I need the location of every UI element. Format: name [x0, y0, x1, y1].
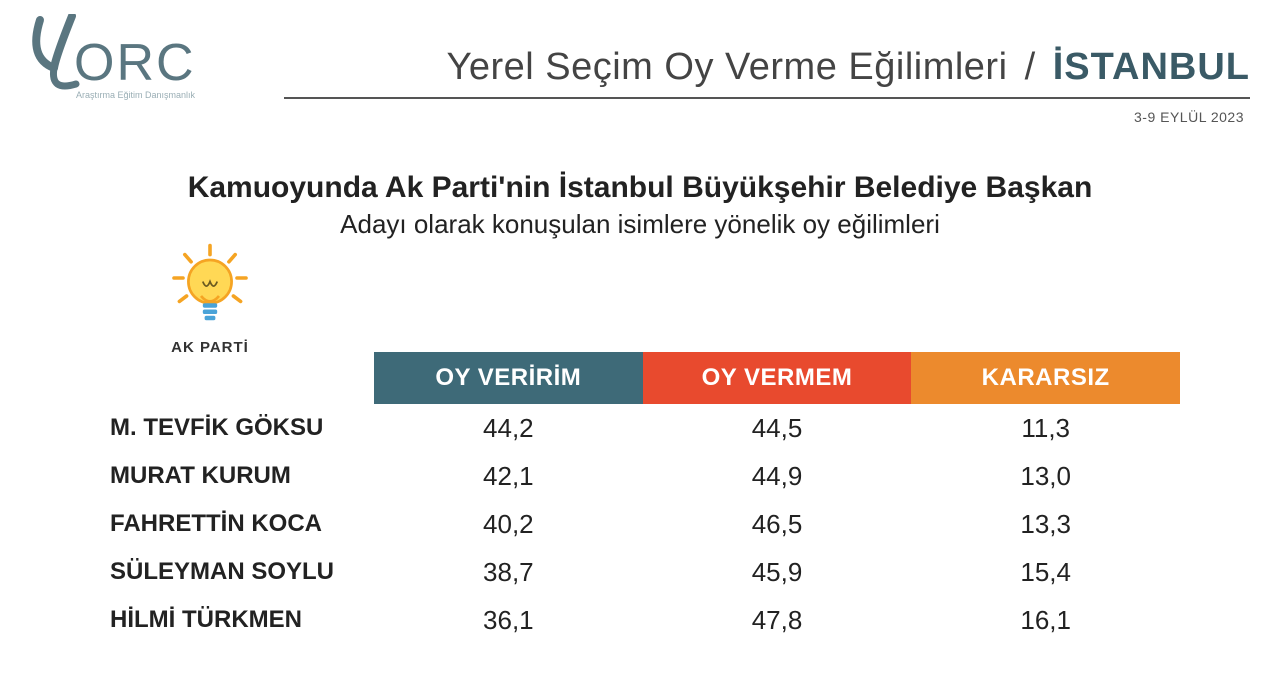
title-city: İSTANBUL: [1053, 46, 1250, 88]
table-row: FAHRETTİN KOCA40,246,513,3: [110, 500, 1180, 548]
col-header-vote-no: OY VERMEM: [643, 352, 912, 404]
col-header-vote-yes: OY VERİRİM: [374, 352, 643, 404]
question-block: Kamuoyunda Ak Parti'nin İstanbul Büyükşe…: [0, 171, 1280, 240]
table-cell: 36,1: [374, 605, 643, 636]
table-cell: 45,9: [643, 557, 912, 588]
table-cell: 13,0: [911, 461, 1180, 492]
table-cell: 44,2: [374, 413, 643, 444]
table-cell: 40,2: [374, 509, 643, 540]
svg-text:Araştırma Eğitim Danışmanlık: Araştırma Eğitim Danışmanlık: [76, 90, 196, 100]
col-header-undecided: KARARSIZ: [911, 352, 1180, 404]
table-row: M. TEVFİK GÖKSU44,244,511,3: [110, 404, 1180, 452]
lightbulb-icon: [165, 242, 255, 332]
table-cell: 44,9: [643, 461, 912, 492]
table-row: MURAT KURUM42,144,913,0: [110, 452, 1180, 500]
table-cell: 15,4: [911, 557, 1180, 588]
results-table: OY VERİRİM OY VERMEM KARARSIZ M. TEVFİK …: [110, 352, 1180, 644]
table-body: M. TEVFİK GÖKSU44,244,511,3MURAT KURUM42…: [110, 404, 1180, 644]
table-cell: 13,3: [911, 509, 1180, 540]
table-cell: 16,1: [911, 605, 1180, 636]
candidate-name: MURAT KURUM: [110, 462, 374, 490]
question-line-2: Adayı olarak konuşulan isimlere yönelik …: [0, 209, 1280, 240]
candidate-name: SÜLEYMAN SOYLU: [110, 558, 374, 586]
orc-logo: ORC Araştırma Eğitim Danışmanlık: [14, 14, 234, 114]
table-header: OY VERİRİM OY VERMEM KARARSIZ: [110, 352, 1180, 404]
svg-text:ORC: ORC: [74, 34, 196, 92]
header-spacer: [110, 352, 374, 404]
table-cell: 38,7: [374, 557, 643, 588]
table-cell: 46,5: [643, 509, 912, 540]
table-cell: 44,5: [643, 413, 912, 444]
table-cell: 42,1: [374, 461, 643, 492]
table-row: HİLMİ TÜRKMEN36,147,816,1: [110, 596, 1180, 644]
question-line-1: Kamuoyunda Ak Parti'nin İstanbul Büyükşe…: [0, 171, 1280, 205]
table-cell: 11,3: [911, 413, 1180, 444]
header: ORC Araştırma Eğitim Danışmanlık Yerel S…: [0, 0, 1280, 125]
candidate-name: FAHRETTİN KOCA: [110, 510, 374, 538]
table-row: SÜLEYMAN SOYLU38,745,915,4: [110, 548, 1180, 596]
title-prefix: Yerel Seçim Oy Verme Eğilimleri: [446, 46, 1007, 88]
candidate-name: M. TEVFİK GÖKSU: [110, 414, 374, 442]
header-rule: [284, 97, 1250, 99]
table-cell: 47,8: [643, 605, 912, 636]
party-logo: AK PARTİ: [150, 242, 270, 356]
title-sep: /: [1019, 46, 1042, 88]
candidate-name: HİLMİ TÜRKMEN: [110, 606, 374, 634]
